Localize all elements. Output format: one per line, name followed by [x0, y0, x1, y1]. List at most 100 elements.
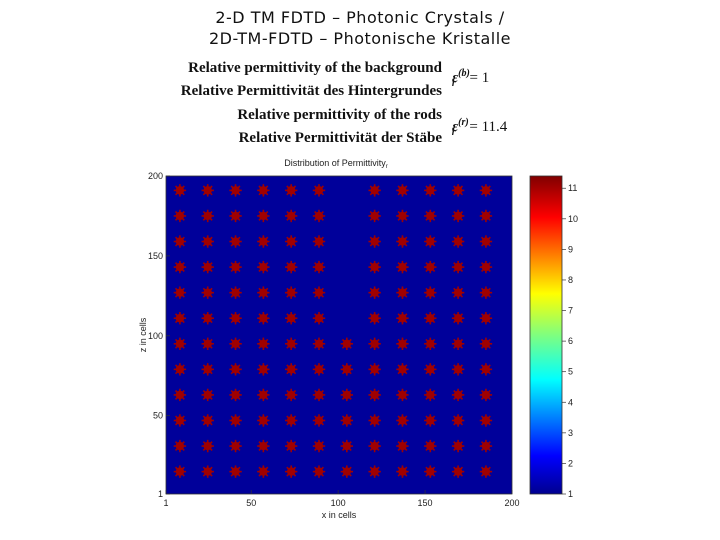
rod-0-8: [173, 260, 187, 274]
rod-3-1: [257, 439, 270, 453]
rod-4-11: [284, 184, 298, 197]
rod-8-11: [396, 184, 409, 197]
rod-3-7: [257, 286, 270, 299]
x-tick-label-2: 100: [331, 498, 346, 508]
rod-0-0: [173, 465, 187, 478]
rod-8-1: [396, 439, 409, 453]
rod-11-7: [479, 286, 493, 299]
rod-11-11: [479, 184, 493, 197]
rod-9-2: [424, 414, 437, 427]
rod-0-2: [173, 414, 187, 427]
rod-0-11: [173, 184, 187, 197]
legend-bg-de: Relative Permittivität des Hintergrundes: [180, 83, 442, 99]
colorbar-tick-label-6: 7: [568, 306, 573, 316]
rod-5-3: [312, 388, 326, 402]
rod-3-11: [257, 184, 270, 197]
rod-1-5: [201, 337, 214, 350]
rod-7-0: [368, 465, 381, 478]
rod-1-0: [201, 465, 214, 478]
rod-10-2: [451, 414, 465, 427]
rod-9-8: [424, 260, 437, 274]
rod-1-10: [201, 209, 214, 223]
rod-1-6: [201, 312, 214, 325]
rod-10-5: [451, 337, 465, 350]
x-tick-label-4: 200: [504, 498, 519, 508]
rod-9-1: [424, 439, 437, 453]
rod-8-8: [396, 260, 409, 274]
rod-11-8: [479, 260, 493, 274]
rod-6-1: [340, 439, 354, 453]
rod-2-3: [229, 388, 242, 402]
rod-1-1: [201, 439, 214, 453]
rods-layer: [173, 184, 493, 478]
rod-1-3: [201, 388, 214, 402]
rod-2-2: [229, 414, 242, 427]
rod-1-4: [201, 363, 214, 376]
rod-4-7: [284, 286, 298, 299]
rod-4-5: [284, 337, 298, 350]
rod-8-0: [396, 465, 409, 478]
rod-3-5: [257, 337, 270, 350]
colorbar-tick-label-5: 6: [568, 336, 573, 346]
rod-2-0: [229, 465, 242, 478]
formula-rods-sup: (r): [458, 117, 469, 128]
y-tick-label-2: 100: [148, 331, 163, 341]
rod-10-8: [451, 260, 465, 274]
rod-9-7: [424, 286, 437, 299]
rod-7-8: [368, 260, 381, 274]
rod-9-3: [424, 388, 437, 402]
rod-10-0: [451, 465, 465, 478]
rod-7-1: [368, 439, 381, 453]
rod-10-9: [451, 235, 465, 248]
y-tick-label-0: 1: [158, 489, 163, 499]
rod-11-5: [479, 337, 493, 350]
x-tick-label-3: 150: [418, 498, 433, 508]
rod-2-10: [229, 209, 242, 223]
rod-4-9: [284, 235, 298, 248]
rod-11-1: [479, 439, 493, 453]
rod-8-10: [396, 209, 409, 223]
rod-9-4: [424, 363, 437, 376]
rod-6-2: [340, 414, 354, 427]
rod-10-3: [451, 388, 465, 402]
rod-3-3: [257, 388, 270, 402]
rod-1-8: [201, 260, 214, 274]
rod-11-6: [479, 312, 493, 325]
rod-11-9: [479, 235, 493, 248]
legend-rods-en: Relative permittivity of the rods: [237, 107, 442, 123]
rod-2-1: [229, 439, 242, 453]
rod-10-10: [451, 209, 465, 223]
formula-rods: ε(r)r = 11.4: [451, 117, 508, 138]
chart-title: Distribution of Permittivityr: [284, 158, 388, 170]
rod-11-4: [479, 363, 493, 376]
rod-8-6: [396, 312, 409, 325]
x-axis-label: x in cells: [322, 510, 357, 520]
rod-7-7: [368, 286, 381, 299]
plot-area: [166, 176, 512, 494]
rod-7-11: [368, 184, 381, 197]
formula-rods-symbol: ε: [452, 119, 459, 135]
rod-8-2: [396, 414, 409, 427]
formula-rods-sub: r: [451, 127, 456, 138]
x-tick-label-1: 50: [246, 498, 256, 508]
rod-9-10: [424, 209, 437, 223]
legend-bg-en: Relative permittivity of the background: [188, 60, 442, 76]
rod-5-2: [312, 414, 326, 427]
rod-9-6: [424, 312, 437, 325]
rod-9-0: [424, 465, 437, 478]
rod-7-9: [368, 235, 381, 248]
rod-3-6: [257, 312, 270, 325]
rod-5-8: [312, 260, 326, 274]
rod-7-5: [368, 337, 381, 350]
rod-2-6: [229, 312, 242, 325]
rod-10-4: [451, 363, 465, 376]
rod-4-8: [284, 260, 298, 274]
formula-bg-sup: (b): [458, 68, 470, 79]
rod-3-4: [257, 363, 270, 376]
colorbar-tick-label-10: 11: [568, 183, 577, 193]
rod-5-10: [312, 209, 326, 223]
rod-8-9: [396, 235, 409, 248]
formula-bg-value: = 1: [469, 70, 490, 86]
rod-8-7: [396, 286, 409, 299]
legend-rods-de: Relative Permittivität der Stäbe: [238, 130, 442, 146]
